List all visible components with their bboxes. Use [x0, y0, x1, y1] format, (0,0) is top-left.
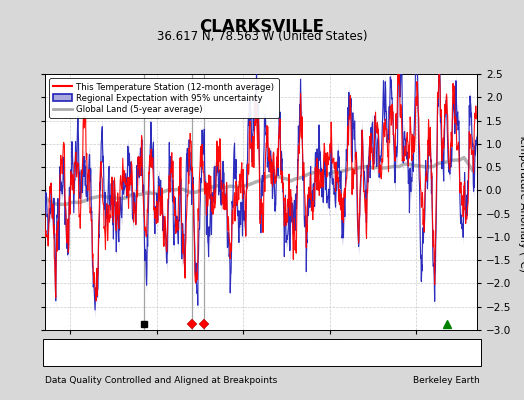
Text: 36.617 N, 78.563 W (United States): 36.617 N, 78.563 W (United States) — [157, 30, 367, 43]
Legend: This Temperature Station (12-month average), Regional Expectation with 95% uncer: This Temperature Station (12-month avera… — [49, 78, 279, 118]
Text: ▲: ▲ — [128, 347, 136, 358]
Text: Time of Obs. Change: Time of Obs. Change — [208, 348, 298, 357]
Text: ■: ■ — [320, 347, 330, 358]
Text: Data Quality Controlled and Aligned at Breakpoints: Data Quality Controlled and Aligned at B… — [45, 376, 277, 385]
Y-axis label: Temperature Anomaly (°C): Temperature Anomaly (°C) — [518, 132, 524, 272]
Text: ◆: ◆ — [50, 347, 58, 358]
Text: Record Gap: Record Gap — [138, 348, 188, 357]
Text: CLARKSVILLE: CLARKSVILLE — [200, 18, 324, 36]
Text: ▼: ▼ — [198, 347, 206, 358]
Text: Station Move: Station Move — [59, 348, 116, 357]
Text: Berkeley Earth: Berkeley Earth — [413, 376, 479, 385]
Text: Empirical Break: Empirical Break — [329, 348, 397, 357]
